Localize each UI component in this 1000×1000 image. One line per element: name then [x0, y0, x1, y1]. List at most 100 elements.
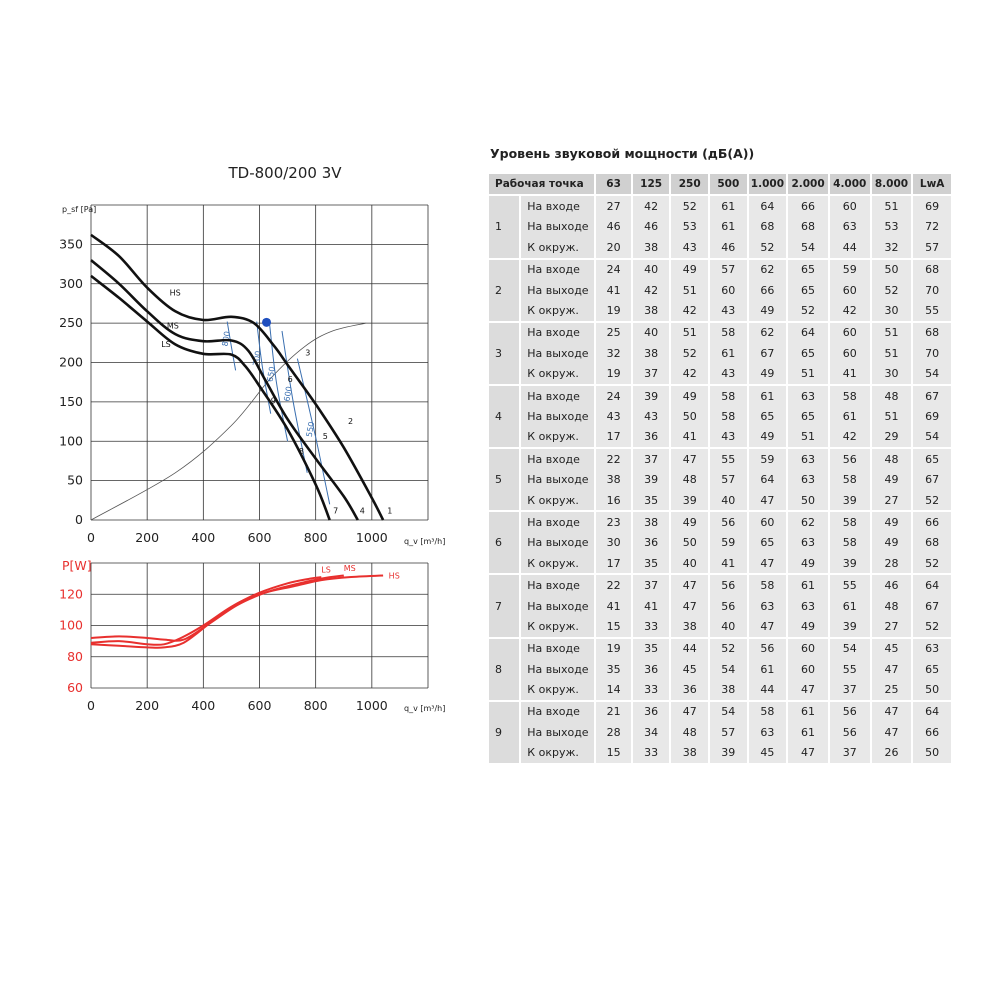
table-cell: 41 — [709, 553, 749, 576]
table-cell: 49 — [670, 511, 710, 533]
table-cell: 56 — [709, 595, 749, 617]
table-row: 7 На входе 22 37 47 56 58 61 55 46 64 — [489, 574, 953, 639]
table-cell: 44 — [828, 237, 872, 260]
table-cell: 40 — [709, 616, 749, 639]
table-cell: 69 — [912, 406, 953, 427]
table-cell: 37 — [828, 742, 872, 765]
table-cell: 15 — [595, 742, 633, 765]
table-cell: 50 — [670, 406, 710, 427]
table-cell: 37 — [631, 363, 672, 386]
measurement-position: На выходе — [520, 658, 597, 680]
table-cell: 60 — [709, 279, 749, 301]
table-cell: 36 — [631, 532, 672, 554]
curve-label: LS — [161, 340, 171, 349]
table-header-row: Рабочая точка 63 125 250 500 1.000 2.000 4.000 8… — [489, 174, 953, 197]
table-cell: 42 — [631, 195, 672, 217]
table-row: На выходе 28 34 48 57 63 61 56 47 66 — [489, 722, 953, 743]
table-cell: 60 — [828, 279, 872, 301]
table-cell: 30 — [595, 532, 633, 554]
operating-point-label: 1 — [387, 507, 392, 516]
table-row: На выходе 30 36 50 59 65 63 58 49 68 — [489, 532, 953, 554]
measurement-position: На выходе — [520, 216, 597, 238]
table-row: На выходе 32 38 52 61 67 65 60 51 70 — [489, 343, 953, 364]
table-cell: 43 — [595, 406, 633, 427]
table-cell: 30 — [870, 363, 914, 386]
table-cell: 65 — [747, 406, 789, 427]
table-cell: 43 — [709, 300, 749, 323]
measurement-position: К окруж. — [520, 616, 597, 639]
table-cell: 65 — [912, 658, 953, 680]
table-cell: 32 — [595, 343, 633, 364]
pressure-chart: 0 200 400 600 800 1000 0 50 100 150 200 250 300 350 p_… — [59, 204, 445, 546]
table-cell: 44 — [747, 679, 789, 702]
table-cell: 58 — [828, 469, 872, 490]
rpm-line — [226, 321, 237, 371]
table-cell: 70 — [912, 343, 953, 364]
table-cell: 61 — [709, 343, 749, 364]
operating-point-number: 9 — [489, 700, 522, 765]
table-cell: 62 — [747, 258, 789, 280]
table-cell: 64 — [912, 574, 953, 596]
measurement-position: На входе — [520, 384, 597, 407]
table-cell: 39 — [670, 489, 710, 513]
table-cell: 48 — [870, 384, 914, 407]
measurement-position: На выходе — [520, 406, 597, 427]
table-cell: 65 — [912, 448, 953, 470]
rpm-label: 800 — [221, 330, 233, 347]
table-cell: 50 — [787, 489, 830, 513]
power-line-ms — [90, 574, 344, 642]
table-cell: 42 — [631, 279, 672, 301]
table-cell: 52 — [670, 195, 710, 217]
operating-point-number: 6 — [489, 511, 522, 576]
table-cell: 41 — [631, 595, 672, 617]
table-cell: 14 — [595, 679, 633, 702]
table-cell: 66 — [747, 279, 789, 301]
header-frequency: 250 — [670, 174, 710, 197]
table-cell: 63 — [787, 448, 830, 470]
table-cell: 66 — [912, 722, 953, 743]
y-tick-label: 350 — [59, 236, 83, 251]
table-cell: 53 — [670, 216, 710, 238]
table-cell: 58 — [709, 406, 749, 427]
table-cell: 58 — [709, 321, 749, 344]
table-cell: 40 — [670, 553, 710, 576]
table-cell: 43 — [709, 363, 749, 386]
table-cell: 63 — [747, 722, 789, 743]
x-tick-label: 400 — [191, 698, 215, 713]
table-cell: 41 — [670, 426, 710, 450]
table-cell: 35 — [631, 637, 672, 659]
table-cell: 33 — [631, 679, 672, 702]
rpm-line — [268, 321, 289, 442]
table-cell: 54 — [912, 363, 953, 386]
rpm-line — [256, 321, 272, 414]
rpm-label: 550 — [305, 421, 317, 438]
table-cell: 63 — [747, 595, 789, 617]
table-row: К окруж. 17 36 41 43 49 51 42 29 54 — [489, 426, 953, 450]
table-cell: 54 — [912, 426, 953, 450]
x-tick-label: 800 — [304, 698, 328, 713]
table-row: К окруж. 15 33 38 40 47 49 39 27 52 — [489, 616, 953, 639]
table-row: К окруж. 17 35 40 41 47 49 39 28 52 — [489, 553, 953, 576]
x-tick-label: 800 — [304, 530, 328, 545]
x-axis-label: q_v [m³/h] — [404, 704, 445, 713]
table-row: 5 На входе 22 37 47 55 59 63 56 48 65 — [489, 448, 953, 513]
x-tick-label: 1000 — [356, 530, 388, 545]
table-row: На выходе 41 41 47 56 63 63 61 48 67 — [489, 595, 953, 617]
table-cell: 16 — [595, 489, 633, 513]
table-cell: 61 — [709, 195, 749, 217]
table-cell: 49 — [747, 300, 789, 323]
table-cell: 52 — [912, 616, 953, 639]
table-cell: 45 — [747, 742, 789, 765]
measurement-position: На выходе — [520, 469, 597, 490]
table-cell: 17 — [595, 553, 633, 576]
operating-point-label: 4 — [360, 507, 365, 516]
y-tick-label: 250 — [59, 315, 83, 330]
table-cell: 69 — [912, 195, 953, 217]
table-cell: 65 — [787, 258, 830, 280]
table-cell: 43 — [670, 237, 710, 260]
table-row: На выходе 46 46 53 61 68 68 63 53 72 — [489, 216, 953, 238]
measurement-position: К окруж. — [520, 679, 597, 702]
curve-label: HS — [389, 572, 400, 581]
table-cell: 59 — [709, 532, 749, 554]
measurement-position: На входе — [520, 574, 597, 596]
